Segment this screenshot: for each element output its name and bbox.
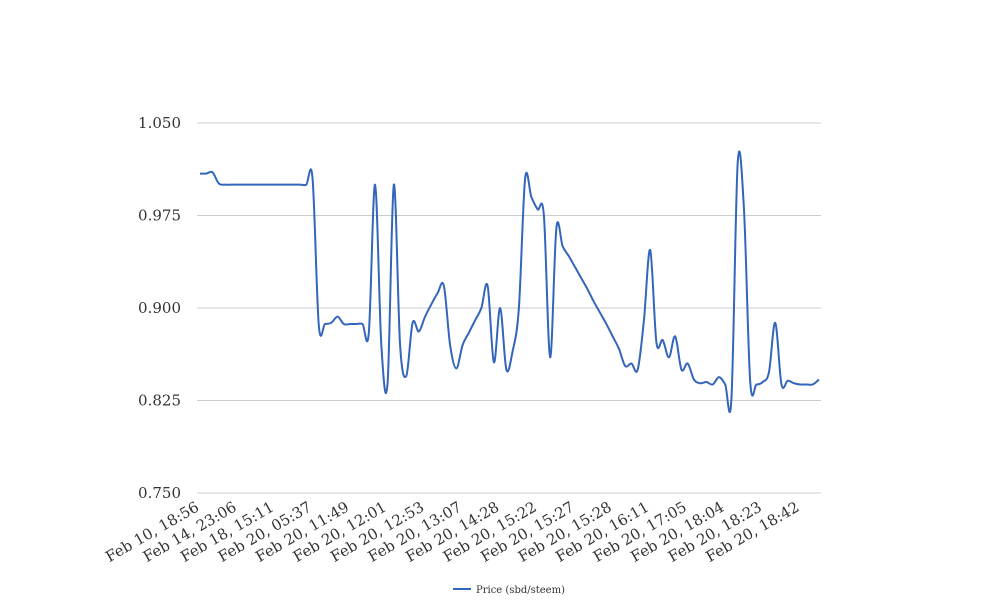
price-line bbox=[199, 150, 820, 414]
y-tick-label: 1.050 bbox=[138, 114, 181, 132]
legend-label: Price (sbd/steem) bbox=[476, 585, 565, 596]
y-tick-label: 0.825 bbox=[138, 392, 181, 410]
y-tick-label: 0.750 bbox=[138, 484, 181, 502]
y-tick-label: 0.975 bbox=[138, 207, 181, 225]
y-tick-label: 0.900 bbox=[138, 299, 181, 317]
